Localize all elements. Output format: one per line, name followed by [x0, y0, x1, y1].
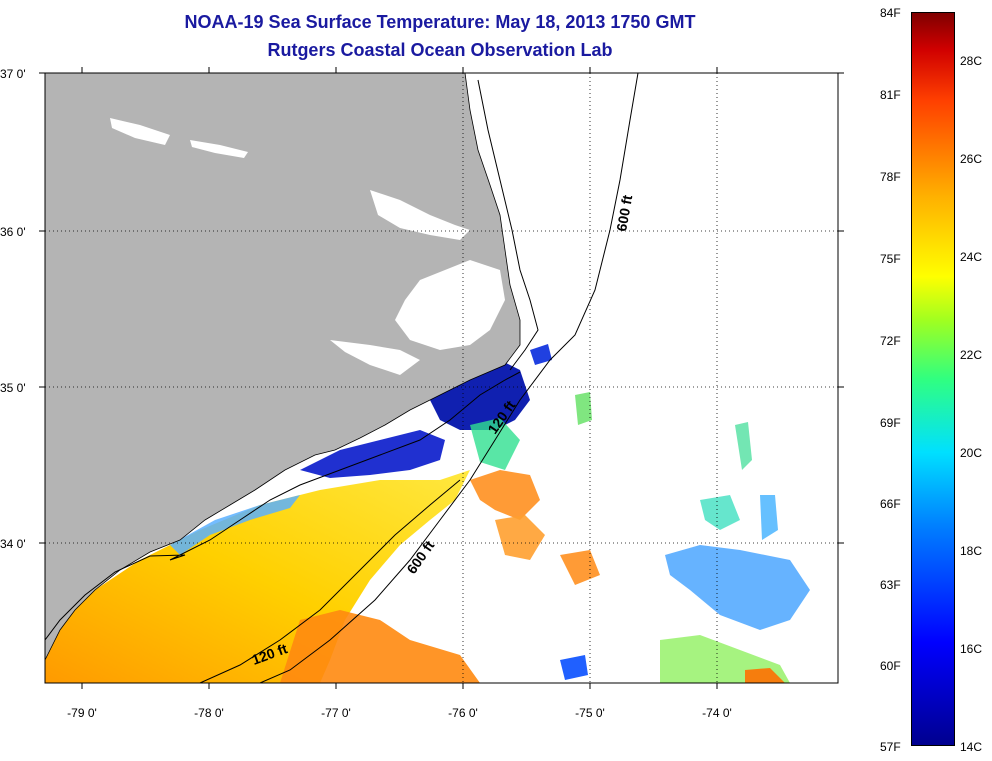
map-frame: [44, 72, 839, 684]
lon-label: -75 0': [575, 706, 605, 720]
lon-label: -74 0': [702, 706, 732, 720]
colorbar-f-label: 57F: [880, 740, 901, 754]
colorbar-c-label: 14C: [960, 740, 983, 754]
colorbar-c-label: 26C: [960, 152, 983, 166]
colorbar-c-label: 20C: [960, 446, 983, 460]
sst-offshore-green-2: [735, 422, 752, 470]
map-title: NOAA-19 Sea Surface Temperature: May 18,…: [184, 12, 696, 32]
colorbar-f-label: 69F: [880, 416, 901, 430]
lat-label: 37 0': [0, 67, 26, 81]
isobath-label: 600 ft: [403, 537, 437, 576]
river-2: [190, 140, 248, 158]
isobath-120ft-south: [199, 479, 461, 683]
colorbar-c-label: 16C: [960, 642, 983, 656]
temperature-colorbar: [911, 12, 955, 746]
sst-warm-offshore-2: [495, 515, 545, 560]
sst-south-warm-2: [745, 668, 785, 683]
barrier-island: [477, 79, 539, 371]
river-1: [110, 118, 170, 145]
sst-warm-offshore: [470, 470, 540, 520]
sst-warm-region: [45, 470, 470, 683]
sst-small-blue: [560, 655, 588, 680]
colorbar-f-label: 81F: [880, 88, 901, 102]
colorbar-f-label: 75F: [880, 252, 901, 266]
colorbar-c-label: 18C: [960, 544, 983, 558]
colorbar-f-label: 60F: [880, 659, 901, 673]
colorbar-f-label: 63F: [880, 578, 901, 592]
lat-label: 36 0': [0, 225, 26, 239]
sst-green-patch: [470, 418, 520, 470]
sst-southern-warm: [280, 610, 480, 683]
colorbar-c-label: 28C: [960, 54, 983, 68]
colorbar-f-label: 78F: [880, 170, 901, 184]
pamlico-sound: [395, 260, 505, 350]
isobath-120ft: [45, 371, 521, 641]
lon-label: -77 0': [321, 706, 351, 720]
sst-cold-region: [300, 430, 445, 478]
lon-label: -76 0': [448, 706, 478, 720]
map-subtitle: Rutgers Coastal Ocean Observation Lab: [267, 40, 613, 60]
albemarle-sound: [370, 190, 470, 240]
lat-label: 35 0': [0, 381, 26, 395]
neuse-river: [330, 340, 420, 375]
sst-warm-patch-3: [560, 550, 600, 585]
graticule: [45, 73, 838, 683]
sst-offshore-cluster: [665, 545, 810, 630]
colorbar-c-label: 22C: [960, 348, 983, 362]
colorbar-f-label: 66F: [880, 497, 901, 511]
sst-offshore-strip: [760, 495, 778, 540]
axis-ticks: [39, 67, 844, 689]
lon-label: -78 0': [194, 706, 224, 720]
sst-green-patch-3: [575, 392, 592, 425]
sst-data-layer: [45, 340, 810, 683]
sst-offshore-green: [700, 495, 740, 530]
colorbar-f-label: 84F: [880, 6, 901, 20]
colorbar-f-label: 72F: [880, 334, 901, 348]
sst-cool-band: [170, 495, 300, 555]
isobath-label: 600 ft: [613, 193, 635, 232]
isobath-600ft: [259, 73, 639, 683]
sst-cold-patch-2: [530, 344, 552, 365]
lat-label: 34 0': [0, 537, 26, 551]
lon-label: -79 0': [67, 706, 97, 720]
colorbar-c-label: 24C: [960, 250, 983, 264]
